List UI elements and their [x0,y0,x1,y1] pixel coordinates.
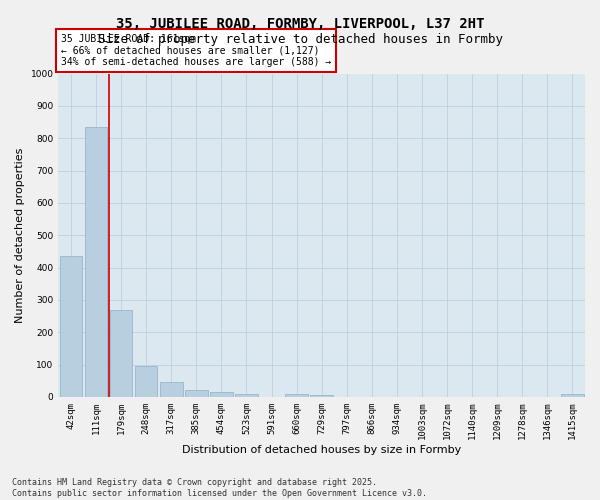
Bar [210,392,233,397]
Bar [561,394,584,397]
Bar [59,256,82,397]
Bar [110,310,133,397]
Text: 35 JUBILEE ROAD: 161sqm
← 66% of detached houses are smaller (1,127)
34% of semi: 35 JUBILEE ROAD: 161sqm ← 66% of detache… [61,34,331,67]
Bar [235,394,258,397]
Bar [85,127,107,397]
Bar [310,396,333,397]
X-axis label: Distribution of detached houses by size in Formby: Distribution of detached houses by size … [182,445,461,455]
Bar [135,366,157,397]
Text: Contains HM Land Registry data © Crown copyright and database right 2025.
Contai: Contains HM Land Registry data © Crown c… [12,478,427,498]
Bar [160,382,182,397]
Text: Size of property relative to detached houses in Formby: Size of property relative to detached ho… [97,32,503,46]
Text: 35, JUBILEE ROAD, FORMBY, LIVERPOOL, L37 2HT: 35, JUBILEE ROAD, FORMBY, LIVERPOOL, L37… [116,18,484,32]
Bar [286,394,308,397]
Bar [185,390,208,397]
Y-axis label: Number of detached properties: Number of detached properties [15,148,25,323]
